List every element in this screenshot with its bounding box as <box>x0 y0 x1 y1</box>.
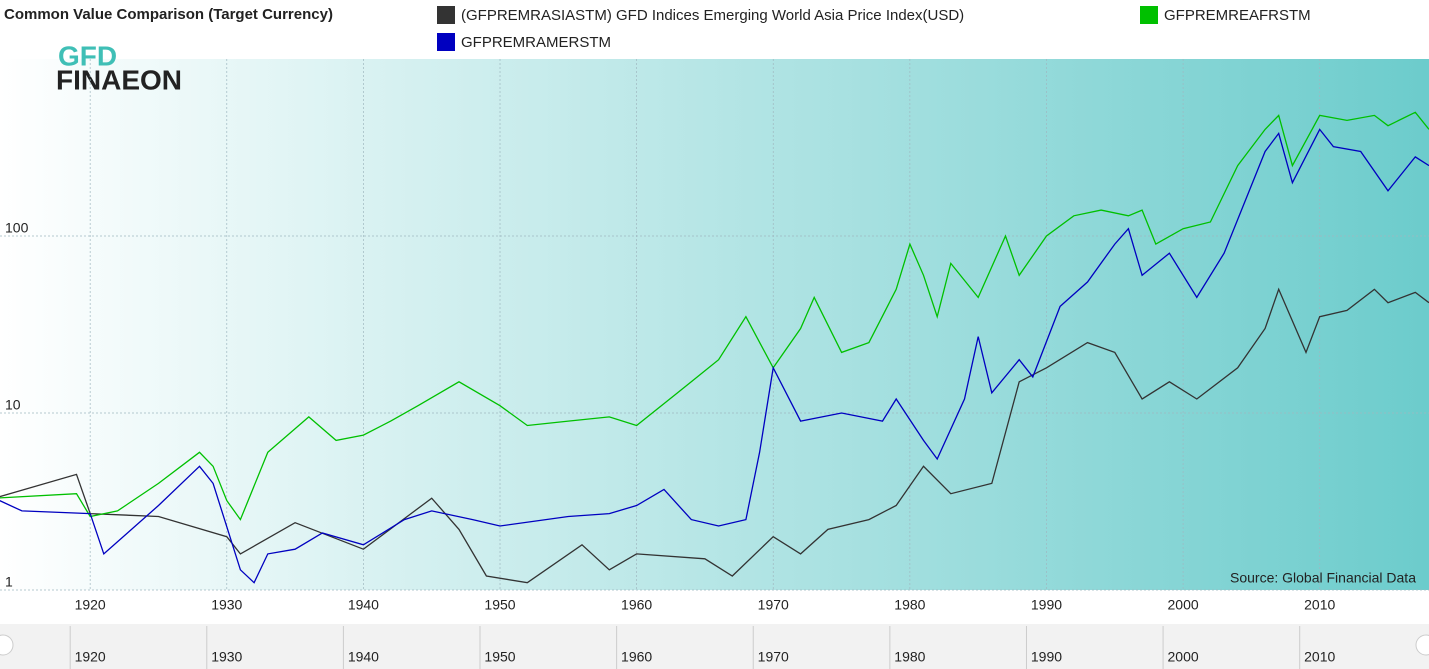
navigator-label: 1940 <box>348 649 379 665</box>
y-tick-label: 1 <box>5 574 13 590</box>
navigator-label: 1980 <box>894 649 925 665</box>
x-tick-label: 1920 <box>75 597 106 613</box>
series-line <box>0 128 1429 584</box>
y-tick-label: 100 <box>5 220 29 236</box>
navigator-label: 2010 <box>1304 649 1335 665</box>
navigator-label: 1920 <box>75 649 106 665</box>
navigator-handle[interactable] <box>0 634 14 656</box>
navigator[interactable] <box>0 624 1429 669</box>
navigator-label: 1950 <box>484 649 515 665</box>
navigator-label: 1990 <box>1031 649 1062 665</box>
y-tick-label: 10 <box>5 397 21 413</box>
legend-label: (GFPREMRASIASTM) GFD Indices Emerging Wo… <box>461 7 964 24</box>
x-tick-label: 1940 <box>348 597 379 613</box>
legend-swatch <box>1140 6 1158 24</box>
legend-swatch <box>437 6 455 24</box>
x-tick-label: 2000 <box>1168 597 1199 613</box>
logo: FINAEON <box>56 64 182 95</box>
x-tick-label: 2010 <box>1304 597 1335 613</box>
legend-swatch <box>437 33 455 51</box>
navigator-handle[interactable] <box>1415 634 1429 656</box>
source-note: Source: Global Financial Data <box>1230 570 1416 586</box>
navigator-label: 1970 <box>758 649 789 665</box>
x-tick-label: 1980 <box>894 597 925 613</box>
navigator-label: 2000 <box>1168 649 1199 665</box>
legend-label: GFPREMREAFRSTM <box>1164 7 1311 24</box>
legend-label: GFPREMRAMERSTM <box>461 34 611 51</box>
series-line <box>0 111 1429 521</box>
x-tick-label: 1950 <box>484 597 515 613</box>
x-tick-label: 1930 <box>211 597 242 613</box>
navigator-label: 1930 <box>211 649 242 665</box>
x-tick-label: 1990 <box>1031 597 1062 613</box>
x-tick-label: 1960 <box>621 597 652 613</box>
logo: GFD <box>58 40 117 71</box>
chart-title: Common Value Comparison (Target Currency… <box>4 6 333 23</box>
plot-background <box>0 59 1429 590</box>
x-tick-label: 1970 <box>758 597 789 613</box>
series-line <box>0 287 1429 584</box>
navigator-label: 1960 <box>621 649 652 665</box>
